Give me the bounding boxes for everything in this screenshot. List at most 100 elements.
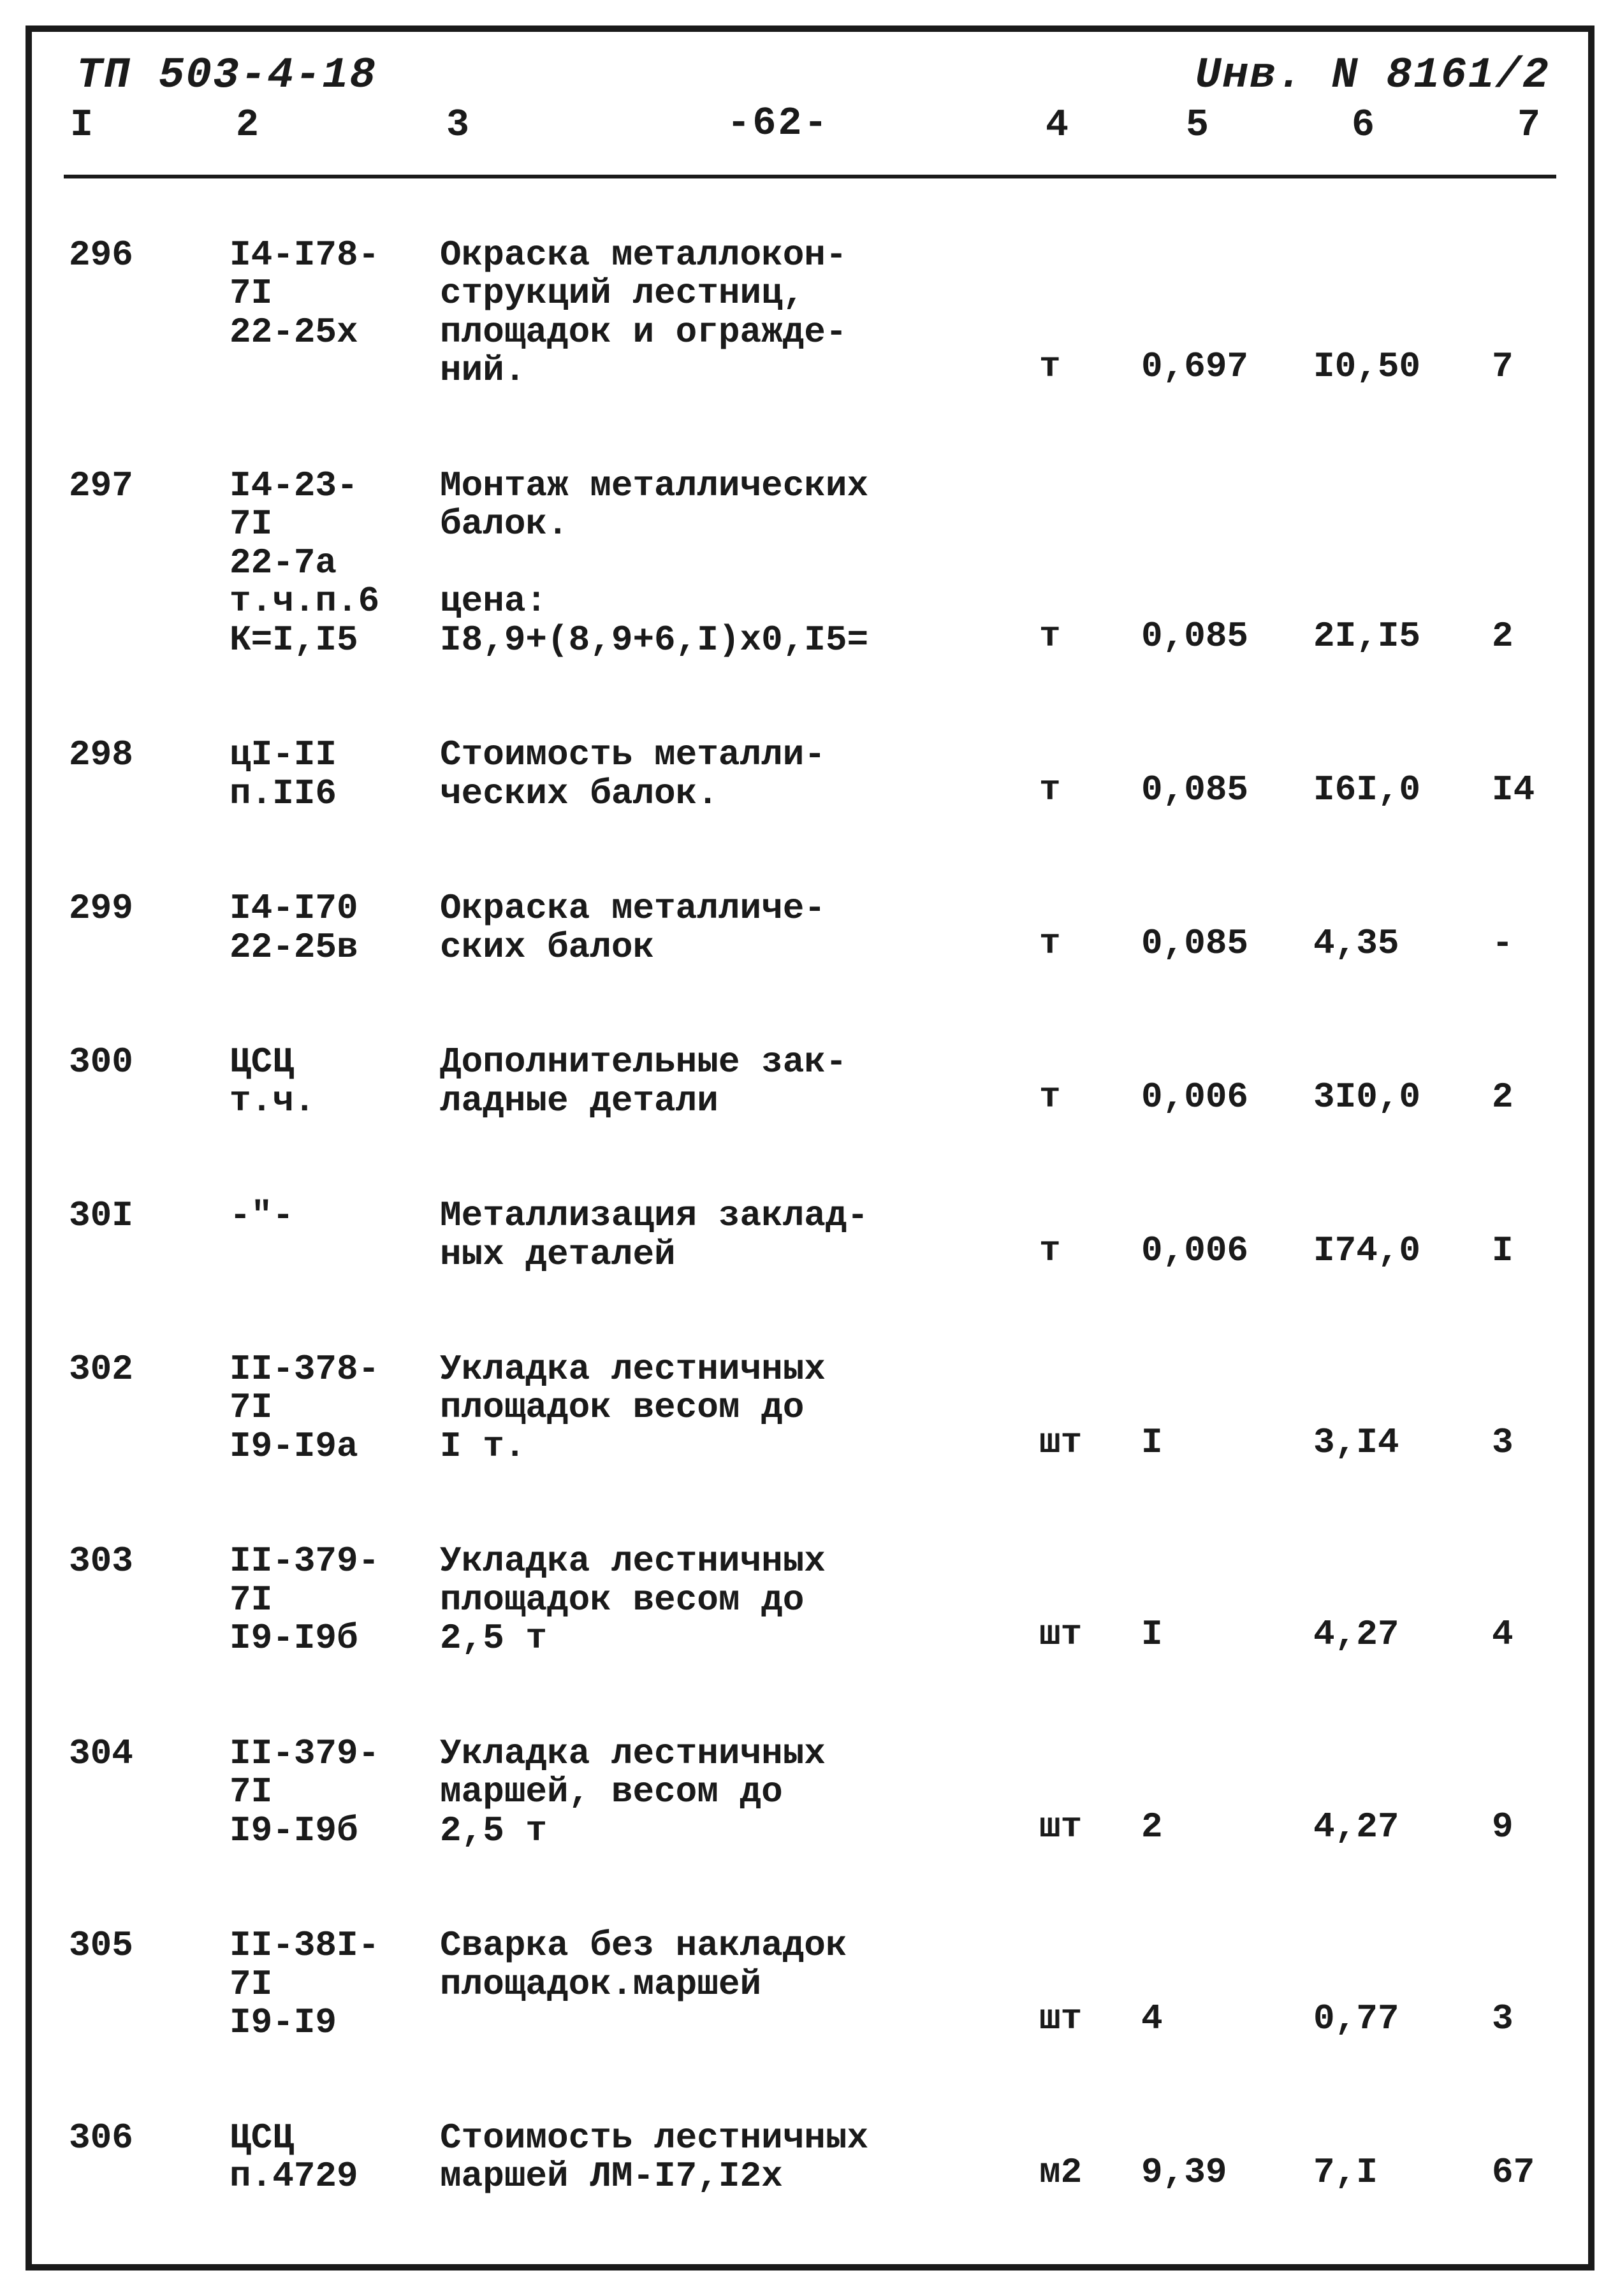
col-header-4: 4 — [1039, 104, 1179, 147]
col-header-1: I — [64, 104, 230, 147]
cell-c3: Укладка лестничных площадок весом до 2,5… — [440, 1542, 1039, 1657]
cell-c1: 297 — [64, 467, 230, 659]
cell-c3: Стоимость металли- ческих балок. — [440, 736, 1039, 813]
cell-c3: Сварка без накладок площадок.маршей — [440, 1926, 1039, 2042]
cell-c6: 4,35 — [1313, 924, 1492, 966]
cell-c2: II-38I- 7I I9-I9 — [230, 1926, 440, 2042]
cell-c4: шт — [1039, 2000, 1141, 2042]
cell-c2: I4-I70 22-25в — [230, 889, 440, 966]
cell-c6: 0,77 — [1313, 2000, 1492, 2042]
cell-c5: 0,085 — [1141, 771, 1313, 813]
cell-c6: I0,50 — [1313, 347, 1492, 389]
header-top-row: ТП 503-4-18 Uнв. N 8161/2 — [64, 51, 1556, 100]
col-header-5: 5 — [1179, 104, 1345, 147]
cell-c5: 2 — [1141, 1808, 1313, 1850]
cell-c5: 0,006 — [1141, 1078, 1313, 1120]
cell-c1: 304 — [64, 1734, 230, 1850]
cell-c7: 4 — [1492, 1615, 1594, 1657]
cell-c2: ЦСЦ п.4729 — [230, 2119, 440, 2196]
cell-c1: 303 — [64, 1542, 230, 1657]
cell-c6: 4,27 — [1313, 1615, 1492, 1657]
cell-c1: 299 — [64, 889, 230, 966]
cell-c7: 3 — [1492, 2000, 1594, 2042]
cell-c3: Окраска металличе- ских балок — [440, 889, 1039, 966]
cell-c7: 3 — [1492, 1423, 1594, 1465]
cell-c5: I — [1141, 1615, 1313, 1657]
cell-c4: шт — [1039, 1808, 1141, 1850]
table-row: 296I4-I78- 7I 22-25xОкраска металлокон- … — [64, 236, 1556, 390]
table-row: 299I4-I70 22-25вОкраска металличе- ских … — [64, 889, 1556, 966]
cell-c2: ЦСЦ т.ч. — [230, 1043, 440, 1120]
cell-c7: 2 — [1492, 617, 1594, 659]
table-row: 305II-38I- 7I I9-I9Сварка без накладок п… — [64, 1926, 1556, 2042]
cell-c7: 7 — [1492, 347, 1594, 389]
cell-c1: 302 — [64, 1350, 230, 1465]
cell-c2: -"- — [230, 1196, 440, 1274]
table-row: 304II-379- 7I I9-I9бУкладка лестничных м… — [64, 1734, 1556, 1850]
page-header: ТП 503-4-18 Uнв. N 8161/2 I 2 3 4 5 6 7 … — [64, 51, 1556, 178]
cell-c5: I — [1141, 1423, 1313, 1465]
cell-c5: 9,39 — [1141, 2153, 1313, 2195]
cell-c3: Стоимость лестничных маршей ЛМ-I7,I2x — [440, 2119, 1039, 2196]
cell-c1: 296 — [64, 236, 230, 390]
cell-c1: 298 — [64, 736, 230, 813]
document-page: ТП 503-4-18 Uнв. N 8161/2 I 2 3 4 5 6 7 … — [26, 25, 1594, 2271]
cell-c7: I — [1492, 1232, 1594, 1274]
cell-c4: шт — [1039, 1423, 1141, 1465]
col-header-2: 2 — [230, 104, 440, 147]
cell-c5: 0,697 — [1141, 347, 1313, 389]
table-row: 30I-"-Металлизация заклад- ных деталейт0… — [64, 1196, 1556, 1274]
cell-c1: 30I — [64, 1196, 230, 1274]
document-code: ТП 503-4-18 — [77, 51, 377, 100]
col-header-6: 6 — [1345, 104, 1511, 147]
cell-c3: Укладка лестничных площадок весом до I т… — [440, 1350, 1039, 1465]
cell-c5: 0,085 — [1141, 924, 1313, 966]
cell-c5: 0,006 — [1141, 1232, 1313, 1274]
cell-c6: 3I0,0 — [1313, 1078, 1492, 1120]
cell-c6: 2I,I5 — [1313, 617, 1492, 659]
cell-c3: Укладка лестничных маршей, весом до 2,5 … — [440, 1734, 1039, 1850]
col-header-7: 7 — [1511, 104, 1613, 147]
table-row: 298цI-II п.II6Стоимость металли- ческих … — [64, 736, 1556, 813]
cell-c1: 300 — [64, 1043, 230, 1120]
cell-c4: т — [1039, 347, 1141, 389]
table-row: 300ЦСЦ т.ч.Дополнительные зак- ладные де… — [64, 1043, 1556, 1120]
cell-c5: 4 — [1141, 2000, 1313, 2042]
cell-c2: I4-23- 7I 22-7а т.ч.п.6 К=I,I5 — [230, 467, 440, 659]
table-body: 296I4-I78- 7I 22-25xОкраска металлокон- … — [64, 178, 1556, 2196]
cell-c7: 9 — [1492, 1808, 1594, 1850]
cell-c4: т — [1039, 617, 1141, 659]
cell-c3: Монтаж металлических балок. цена: I8,9+(… — [440, 467, 1039, 659]
cell-c6: I6I,0 — [1313, 771, 1492, 813]
cell-c6: 7,I — [1313, 2153, 1492, 2195]
cell-c2: I4-I78- 7I 22-25x — [230, 236, 440, 390]
cell-c6: I74,0 — [1313, 1232, 1492, 1274]
table-row: 303II-379- 7I I9-I9бУкладка лестничных п… — [64, 1542, 1556, 1657]
column-headers: I 2 3 4 5 6 7 -62- — [64, 100, 1556, 147]
cell-c4: м2 — [1039, 2153, 1141, 2195]
cell-c4: т — [1039, 1232, 1141, 1274]
cell-c7: - — [1492, 924, 1594, 966]
cell-c3: Дополнительные зак- ладные детали — [440, 1043, 1039, 1120]
cell-c2: II-378- 7I I9-I9а — [230, 1350, 440, 1465]
cell-c7: 2 — [1492, 1078, 1594, 1120]
cell-c1: 305 — [64, 1926, 230, 2042]
cell-c7: I4 — [1492, 771, 1594, 813]
cell-c6: 3,I4 — [1313, 1423, 1492, 1465]
inventory-number: Uнв. N 8161/2 — [1195, 51, 1551, 100]
cell-c2: цI-II п.II6 — [230, 736, 440, 813]
cell-c3: Металлизация заклад- ных деталей — [440, 1196, 1039, 1274]
cell-c2: II-379- 7I I9-I9б — [230, 1542, 440, 1657]
cell-c2: II-379- 7I I9-I9б — [230, 1734, 440, 1850]
cell-c4: т — [1039, 1078, 1141, 1120]
cell-c1: 306 — [64, 2119, 230, 2196]
cell-c5: 0,085 — [1141, 617, 1313, 659]
cell-c4: шт — [1039, 1615, 1141, 1657]
table-row: 297I4-23- 7I 22-7а т.ч.п.6 К=I,I5Монтаж … — [64, 467, 1556, 659]
table-row: 306ЦСЦ п.4729Стоимость лестничных маршей… — [64, 2119, 1556, 2196]
table-row: 302II-378- 7I I9-I9аУкладка лестничных п… — [64, 1350, 1556, 1465]
cell-c4: т — [1039, 924, 1141, 966]
cell-c6: 4,27 — [1313, 1808, 1492, 1850]
page-number: -62- — [727, 101, 829, 146]
cell-c3: Окраска металлокон- струкций лестниц, пл… — [440, 236, 1039, 390]
